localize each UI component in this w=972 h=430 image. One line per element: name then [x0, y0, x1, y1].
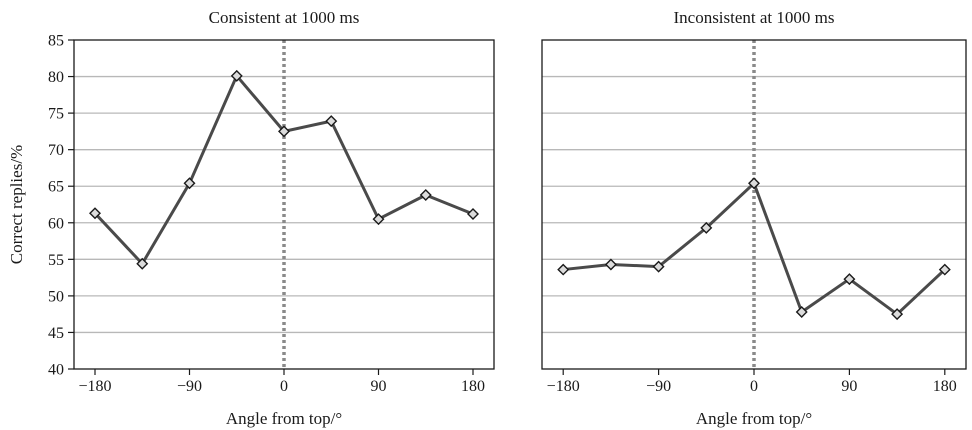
x-tick-label: −90: [177, 378, 202, 395]
y-tick-label: 55: [48, 252, 64, 269]
chart-title: Consistent at 1000 ms: [209, 8, 360, 27]
x-tick-label: 0: [750, 378, 758, 395]
x-tick-label: 90: [841, 378, 857, 395]
y-tick-label: 60: [48, 215, 64, 232]
chart-title: Inconsistent at 1000 ms: [673, 8, 834, 27]
y-tick-label: 75: [48, 106, 64, 123]
data-point: [604, 258, 617, 271]
x-tick-label: −180: [547, 378, 580, 395]
data-point: [843, 273, 856, 286]
data-point: [419, 189, 432, 201]
y-tick-label: 45: [48, 325, 64, 342]
data-point: [278, 125, 290, 138]
data-point: [467, 208, 479, 220]
data-point: [795, 305, 808, 318]
data-point: [325, 115, 338, 128]
y-tick-label: 40: [48, 362, 64, 379]
data-point: [89, 207, 101, 220]
data-point: [183, 177, 196, 190]
data-point: [891, 308, 904, 321]
x-tick-label: 180: [461, 378, 485, 395]
chart-panel-2: Inconsistent at 1000 ms −180 −90 0 90 180 Angl…: [541, 8, 967, 428]
x-axis-label: Angle from top/°: [226, 409, 342, 428]
y-tick-label: 50: [48, 288, 64, 305]
chart-panel-1: Consistent at 1000 ms −180 −90 0 90 180 Angle …: [7, 8, 495, 428]
data-point: [938, 263, 951, 276]
y-tick-label: 80: [48, 69, 64, 86]
data-point: [136, 257, 149, 270]
data-point: [557, 263, 570, 276]
x-tick-label: 180: [933, 378, 957, 395]
data-point: [748, 177, 760, 190]
data-point: [372, 213, 385, 226]
x-tick-label: 90: [371, 378, 387, 395]
data-point: [230, 69, 243, 82]
data-point: [700, 221, 713, 234]
x-tick-label: −180: [78, 378, 111, 395]
y-tick-label: 85: [48, 33, 64, 50]
x-axis-label: Angle from top/°: [696, 409, 812, 428]
x-tick-label: 0: [280, 378, 288, 395]
series-line: [93, 74, 474, 266]
data-point: [652, 260, 665, 273]
y-tick-label: 70: [48, 142, 64, 159]
y-axis-label: Correct replies/%: [7, 145, 26, 264]
x-tick-label: −90: [646, 378, 671, 395]
y-tick-label: 65: [48, 179, 64, 196]
